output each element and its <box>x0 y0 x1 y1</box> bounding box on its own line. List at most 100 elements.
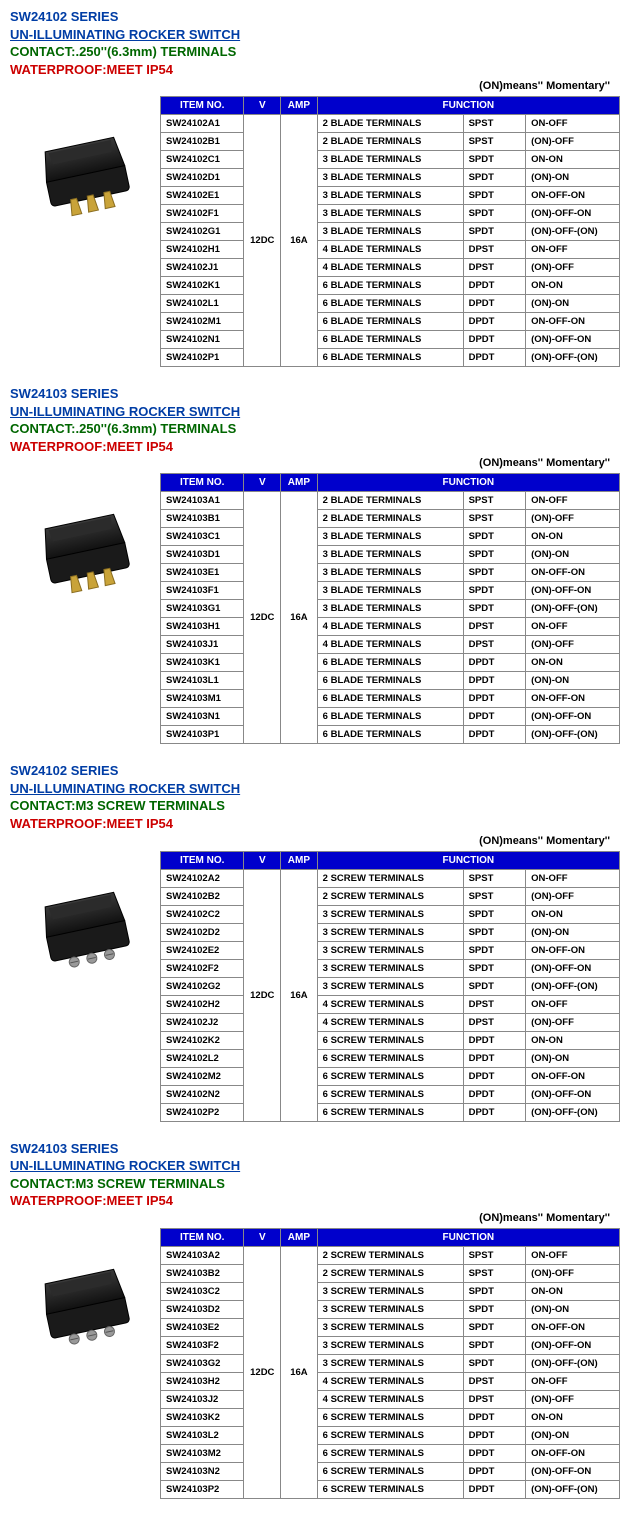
table-row: SW24103D1 3 BLADE TERMINALS SPDT (ON)-ON <box>161 546 620 564</box>
item-cell: SW24103J2 <box>161 1390 244 1408</box>
spec-table: ITEM NO. V AMP FUNCTION SW24102A1 12DC16… <box>160 96 620 367</box>
table-row: SW24103L1 6 BLADE TERMINALS DPDT (ON)-ON <box>161 672 620 690</box>
table-row: SW24102A2 12DC16A 2 SCREW TERMINALS SPST… <box>161 869 620 887</box>
col-item: ITEM NO. <box>161 97 244 115</box>
table-row: SW24103D2 3 SCREW TERMINALS SPDT (ON)-ON <box>161 1300 620 1318</box>
table-row: SW24102F2 3 SCREW TERMINALS SPDT (ON)-OF… <box>161 959 620 977</box>
table-row: SW24102G2 3 SCREW TERMINALS SPDT (ON)-OF… <box>161 977 620 995</box>
terminals-cell: 3 BLADE TERMINALS <box>317 205 463 223</box>
col-v: V <box>244 97 281 115</box>
section-body: ITEM NO. V AMP FUNCTION SW24103A2 12DC16… <box>10 1228 620 1499</box>
function-cell: (ON)-ON <box>526 295 620 313</box>
function-cell: (ON)-OFF <box>526 510 620 528</box>
item-cell: SW24103P2 <box>161 1480 244 1498</box>
item-cell: SW24103H2 <box>161 1372 244 1390</box>
type-cell: SPST <box>463 887 526 905</box>
table-row: SW24103G1 3 BLADE TERMINALS SPDT (ON)-OF… <box>161 600 620 618</box>
function-cell: ON-OFF <box>526 1246 620 1264</box>
function-cell: (ON)-OFF-(ON) <box>526 726 620 744</box>
series-label: SW24103 SERIES <box>10 1140 620 1158</box>
item-cell: SW24102D1 <box>161 169 244 187</box>
function-cell: (ON)-ON <box>526 1426 620 1444</box>
amp-cell: 16A <box>281 492 317 744</box>
item-cell: SW24102K2 <box>161 1031 244 1049</box>
function-cell: ON-OFF <box>526 618 620 636</box>
table-row: SW24102D1 3 BLADE TERMINALS SPDT (ON)-ON <box>161 169 620 187</box>
item-cell: SW24103E1 <box>161 564 244 582</box>
table-row: SW24102C2 3 SCREW TERMINALS SPDT ON-ON <box>161 905 620 923</box>
type-cell: DPDT <box>463 1426 526 1444</box>
function-cell: ON-ON <box>526 1031 620 1049</box>
table-row: SW24102P2 6 SCREW TERMINALS DPDT (ON)-OF… <box>161 1103 620 1121</box>
table-row: SW24103J1 4 BLADE TERMINALS DPST (ON)-OF… <box>161 636 620 654</box>
terminals-cell: 3 SCREW TERMINALS <box>317 1282 463 1300</box>
terminals-cell: 3 SCREW TERMINALS <box>317 905 463 923</box>
function-cell: ON-ON <box>526 905 620 923</box>
type-cell: SPDT <box>463 1282 526 1300</box>
function-cell: ON-ON <box>526 1282 620 1300</box>
item-cell: SW24102C1 <box>161 151 244 169</box>
item-cell: SW24103L2 <box>161 1426 244 1444</box>
terminals-cell: 3 SCREW TERMINALS <box>317 1318 463 1336</box>
function-cell: (ON)-OFF-ON <box>526 582 620 600</box>
terminals-cell: 2 BLADE TERMINALS <box>317 492 463 510</box>
function-cell: ON-OFF-ON <box>526 690 620 708</box>
function-cell: (ON)-OFF-(ON) <box>526 1480 620 1498</box>
terminals-cell: 6 BLADE TERMINALS <box>317 672 463 690</box>
function-cell: ON-ON <box>526 528 620 546</box>
table-row: SW24102E1 3 BLADE TERMINALS SPDT ON-OFF-… <box>161 187 620 205</box>
terminals-cell: 6 SCREW TERMINALS <box>317 1085 463 1103</box>
type-cell: DPDT <box>463 1085 526 1103</box>
item-cell: SW24102C2 <box>161 905 244 923</box>
type-cell: SPDT <box>463 977 526 995</box>
terminals-cell: 2 SCREW TERMINALS <box>317 1264 463 1282</box>
table-row: SW24103M2 6 SCREW TERMINALS DPDT ON-OFF-… <box>161 1444 620 1462</box>
type-cell: SPST <box>463 492 526 510</box>
item-cell: SW24102H2 <box>161 995 244 1013</box>
item-cell: SW24103N1 <box>161 708 244 726</box>
item-cell: SW24102G1 <box>161 223 244 241</box>
type-cell: SPDT <box>463 941 526 959</box>
item-cell: SW24102B1 <box>161 133 244 151</box>
type-cell: SPDT <box>463 1336 526 1354</box>
function-cell: ON-OFF <box>526 492 620 510</box>
table-row: SW24103H1 4 BLADE TERMINALS DPST ON-OFF <box>161 618 620 636</box>
function-cell: (ON)-ON <box>526 1300 620 1318</box>
terminals-cell: 4 SCREW TERMINALS <box>317 995 463 1013</box>
type-cell: SPDT <box>463 959 526 977</box>
terminals-cell: 3 BLADE TERMINALS <box>317 169 463 187</box>
table-row: SW24102B1 2 BLADE TERMINALS SPST (ON)-OF… <box>161 133 620 151</box>
type-cell: SPDT <box>463 1318 526 1336</box>
table-row: SW24103E2 3 SCREW TERMINALS SPDT ON-OFF-… <box>161 1318 620 1336</box>
function-cell: ON-OFF <box>526 115 620 133</box>
item-cell: SW24103K1 <box>161 654 244 672</box>
function-cell: ON-OFF <box>526 995 620 1013</box>
product-image <box>10 851 160 981</box>
table-header-row: ITEM NO. V AMP FUNCTION <box>161 474 620 492</box>
table-row: SW24102N1 6 BLADE TERMINALS DPDT (ON)-OF… <box>161 331 620 349</box>
item-cell: SW24103D2 <box>161 1300 244 1318</box>
voltage-cell: 12DC <box>244 115 281 367</box>
table-row: SW24102H1 4 BLADE TERMINALS DPST ON-OFF <box>161 241 620 259</box>
function-cell: (ON)-OFF-ON <box>526 708 620 726</box>
item-cell: SW24102N1 <box>161 331 244 349</box>
voltage-cell: 12DC <box>244 1246 281 1498</box>
terminals-cell: 3 SCREW TERMINALS <box>317 977 463 995</box>
type-cell: DPDT <box>463 672 526 690</box>
function-cell: (ON)-ON <box>526 1049 620 1067</box>
type-cell: DPDT <box>463 654 526 672</box>
col-function: FUNCTION <box>317 474 619 492</box>
item-cell: SW24102P1 <box>161 349 244 367</box>
function-cell: ON-OFF-ON <box>526 313 620 331</box>
type-cell: DPST <box>463 636 526 654</box>
terminals-cell: 6 SCREW TERMINALS <box>317 1480 463 1498</box>
col-function: FUNCTION <box>317 1228 619 1246</box>
function-cell: (ON)-ON <box>526 546 620 564</box>
function-cell: ON-OFF-ON <box>526 564 620 582</box>
terminals-cell: 3 SCREW TERMINALS <box>317 959 463 977</box>
function-cell: ON-OFF-ON <box>526 1318 620 1336</box>
type-cell: DPDT <box>463 295 526 313</box>
col-v: V <box>244 474 281 492</box>
table-row: SW24103E1 3 BLADE TERMINALS SPDT ON-OFF-… <box>161 564 620 582</box>
series-label: SW24102 SERIES <box>10 762 620 780</box>
